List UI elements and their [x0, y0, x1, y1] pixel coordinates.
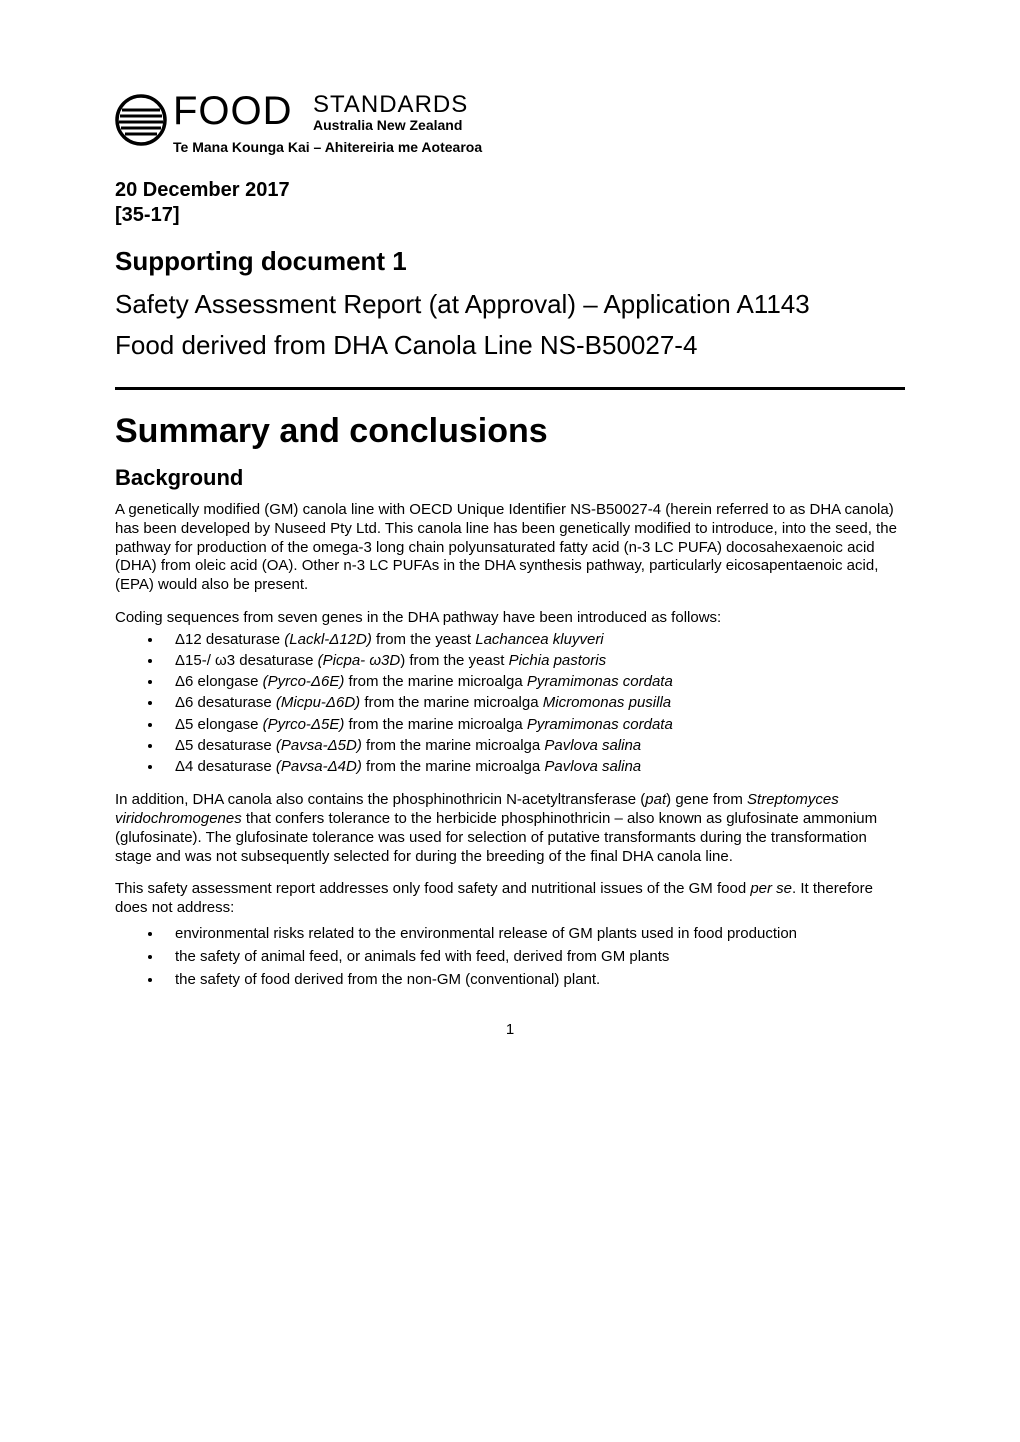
- page-number: 1: [115, 1021, 905, 1038]
- para3-part-a: In addition, DHA canola also contains th…: [115, 791, 645, 808]
- scope-paragraph: This safety assessment report addresses …: [115, 880, 905, 918]
- gene-list-item: Δ5 elongase (Pyrco-Δ5E) from the marine …: [163, 715, 905, 735]
- supporting-doc-heading: Supporting document 1: [115, 246, 905, 277]
- exclusion-list-item: the safety of animal feed, or animals fe…: [163, 947, 905, 967]
- exclusion-list: environmental risks related to the envir…: [115, 924, 905, 991]
- document-ref: [35-17]: [115, 203, 905, 228]
- gene-list-item: Δ5 desaturase (Pavsa-Δ5D) from the marin…: [163, 736, 905, 756]
- date-block: 20 December 2017 [35-17]: [115, 178, 905, 228]
- gene-intro-paragraph: Coding sequences from seven genes in the…: [115, 609, 905, 628]
- pat-gene-paragraph: In addition, DHA canola also contains th…: [115, 791, 905, 866]
- background-paragraph-1: A genetically modified (GM) canola line …: [115, 501, 905, 595]
- fsanz-logo: FOOD STANDARDS Australia New Zealand Te …: [115, 80, 905, 160]
- background-heading: Background: [115, 465, 905, 491]
- section-divider: [115, 387, 905, 390]
- exclusion-list-item: the safety of food derived from the non-…: [163, 970, 905, 990]
- para3-part-b: ) gene from: [666, 791, 747, 808]
- gene-list-item: Δ15-/ ω3 desaturase (Picpa- ω3D) from th…: [163, 651, 905, 671]
- exclusion-list-item: environmental risks related to the envir…: [163, 924, 905, 944]
- para4-perse: per se: [750, 880, 792, 897]
- gene-list-item: Δ6 elongase (Pyrco-Δ6E) from the marine …: [163, 672, 905, 692]
- logo-standards-text: STANDARDS: [313, 91, 468, 118]
- document-date: 20 December 2017: [115, 178, 905, 203]
- report-title-line1: Safety Assessment Report (at Approval) –…: [115, 289, 905, 320]
- logo-food-text: FOOD: [173, 89, 293, 133]
- report-title-line2: Food derived from DHA Canola Line NS-B50…: [115, 330, 905, 361]
- logo-maori-text: Te Mana Kounga Kai – Ahitereiria me Aote…: [173, 139, 482, 155]
- para4-part-a: This safety assessment report addresses …: [115, 880, 750, 897]
- gene-list: Δ12 desaturase (Lackl-Δ12D) from the yea…: [115, 630, 905, 778]
- para3-pat-ital: pat: [645, 791, 666, 808]
- gene-list-item: Δ4 desaturase (Pavsa-Δ4D) from the marin…: [163, 757, 905, 777]
- gene-list-item: Δ6 desaturase (Micpu-Δ6D) from the marin…: [163, 693, 905, 713]
- summary-heading: Summary and conclusions: [115, 412, 905, 451]
- logo-sub-text: Australia New Zealand: [313, 117, 462, 133]
- gene-list-item: Δ12 desaturase (Lackl-Δ12D) from the yea…: [163, 630, 905, 650]
